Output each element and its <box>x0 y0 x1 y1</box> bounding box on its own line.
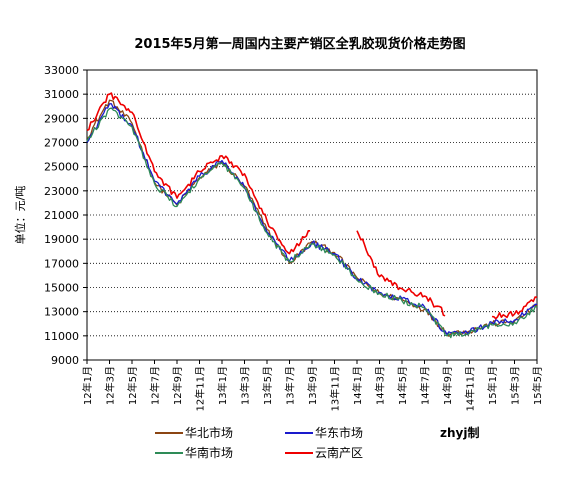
x-tick-label: 13年5月 <box>261 366 274 405</box>
x-tick-label: 13年7月 <box>284 366 297 405</box>
axes: 9000 11000 13000 15000 17000 19000 21000 23000 2… <box>44 64 544 411</box>
y-tick-label: 19000 <box>44 233 79 246</box>
legend-label: 华南市场 <box>185 445 233 460</box>
y-tick-label: 27000 <box>44 137 79 150</box>
y-tick-label: 25000 <box>44 161 79 174</box>
x-tick-label: 14年7月 <box>419 366 432 405</box>
y-tick-label: 13000 <box>44 306 79 319</box>
watermark: zhyj制 <box>440 425 479 440</box>
x-tick-label: 14年9月 <box>441 366 454 405</box>
x-tick-label: 14年1月 <box>351 366 364 405</box>
x-tick-label: 13年1月 <box>216 366 229 405</box>
legend-label: 华北市场 <box>185 425 233 440</box>
x-tick-label: 12年5月 <box>126 366 139 405</box>
x-tick-label: 14年3月 <box>374 366 387 405</box>
x-tick-label: 12年9月 <box>171 366 184 405</box>
x-tick-label: 13年3月 <box>239 366 252 405</box>
legend-label: 云南产区 <box>315 445 363 460</box>
y-axis-label: 单位：元/吨 <box>13 186 27 245</box>
y-tick-label: 33000 <box>44 64 79 77</box>
y-tick-label: 15000 <box>44 282 79 295</box>
x-tick-label: 15年5月 <box>531 366 544 405</box>
x-tick-label: 15年1月 <box>486 366 499 405</box>
y-tick-label: 9000 <box>51 354 79 367</box>
y-tick-label: 21000 <box>44 209 79 222</box>
x-tick-label: 15年3月 <box>509 366 522 405</box>
x-tick-label: 14年5月 <box>396 366 409 405</box>
y-tick-label: 31000 <box>44 88 79 101</box>
y-tick-label: 11000 <box>44 330 79 343</box>
x-tick-label: 13年9月 <box>306 366 319 405</box>
series-line-2 <box>86 103 538 336</box>
x-tick-label: 14年11月 <box>464 366 477 411</box>
x-tick-label: 12年11月 <box>194 366 207 411</box>
x-tick-label: 13年11月 <box>329 366 342 411</box>
y-tick-label: 29000 <box>44 112 79 125</box>
series-line-3 <box>86 107 538 339</box>
x-tick-label: 12年3月 <box>104 366 117 405</box>
series-lines <box>86 92 538 339</box>
x-tick-label: 12年7月 <box>149 366 162 405</box>
x-tick-label: 12年1月 <box>81 366 94 405</box>
grid <box>87 93 537 337</box>
chart-title: 2015年5月第一周国内主要产销区全乳胶现货价格走势图 <box>134 36 465 52</box>
series-line-1 <box>86 99 537 337</box>
series-line-4 <box>86 92 538 320</box>
y-tick-label: 17000 <box>44 257 79 270</box>
legend-label: 华东市场 <box>315 425 363 440</box>
y-tick-label: 23000 <box>44 185 79 198</box>
